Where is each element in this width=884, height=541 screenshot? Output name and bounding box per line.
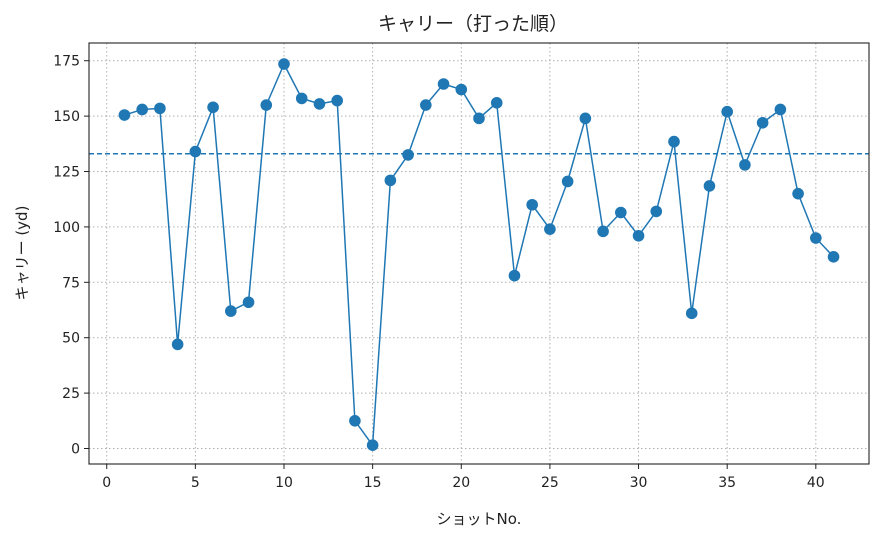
y-tick-label: 150 [53, 109, 80, 125]
data-point [225, 305, 237, 317]
data-point [561, 175, 574, 188]
y-tick-label: 175 [53, 54, 80, 70]
x-tick-label: 10 [275, 475, 293, 491]
data-point [792, 187, 804, 200]
data-point [490, 97, 503, 109]
data-point [437, 78, 450, 90]
data-point [242, 296, 255, 309]
x-tick-label: 25 [541, 475, 559, 491]
data-point [189, 145, 202, 158]
data-point [756, 116, 769, 129]
data-point [597, 225, 609, 238]
series-group [118, 58, 840, 451]
data-point [136, 103, 148, 116]
data-point [508, 269, 521, 282]
data-point [544, 223, 556, 235]
data-point [810, 232, 822, 244]
x-tick-label: 0 [102, 475, 111, 491]
data-point [313, 98, 326, 110]
data-point [278, 58, 290, 70]
data-point [473, 112, 485, 125]
grid [89, 43, 869, 464]
data-point [703, 180, 716, 192]
data-point [260, 99, 273, 111]
x-tick-label: 15 [364, 475, 382, 491]
data-point [721, 105, 733, 118]
x-tick-label: 5 [191, 475, 200, 491]
y-tick-label: 75 [62, 275, 80, 291]
y-tick-label: 125 [53, 165, 80, 181]
y-tick-label: 50 [62, 331, 80, 347]
data-point [615, 206, 627, 219]
data-point [207, 101, 219, 114]
data-point [420, 99, 432, 111]
x-axis-label: ショットNo. [437, 510, 522, 528]
data-point [685, 307, 698, 320]
data-point [668, 135, 680, 148]
chart-title: キャリー（打った順） [378, 13, 568, 35]
data-point [349, 414, 361, 427]
x-tick-label: 30 [630, 475, 648, 491]
data-point [171, 338, 184, 351]
y-tick-label: 100 [53, 220, 80, 236]
y-axis: 0 25 50 75 100 125 150 175 [53, 54, 89, 457]
data-point [384, 174, 397, 187]
data-point [402, 149, 414, 161]
data-point [632, 229, 645, 242]
y-axis-label: キャリー (yd) [13, 206, 31, 301]
data-point [455, 83, 468, 96]
data-point [366, 439, 379, 451]
data-point [739, 159, 751, 171]
data-point [774, 103, 787, 116]
x-axis: 0 5 10 15 20 25 30 35 40 [102, 464, 825, 491]
data-point [579, 112, 592, 125]
data-point [118, 109, 131, 121]
data-point [295, 92, 308, 105]
y-tick-label: 0 [71, 441, 80, 457]
plot-frame [88, 42, 870, 465]
data-point [827, 251, 840, 263]
data-point [650, 205, 663, 218]
data-point [154, 102, 166, 115]
x-tick-label: 40 [807, 475, 825, 491]
data-point [526, 198, 538, 211]
x-tick-label: 20 [452, 475, 470, 491]
data-point [331, 94, 343, 107]
x-tick-label: 35 [718, 475, 736, 491]
y-tick-label: 25 [62, 386, 80, 402]
